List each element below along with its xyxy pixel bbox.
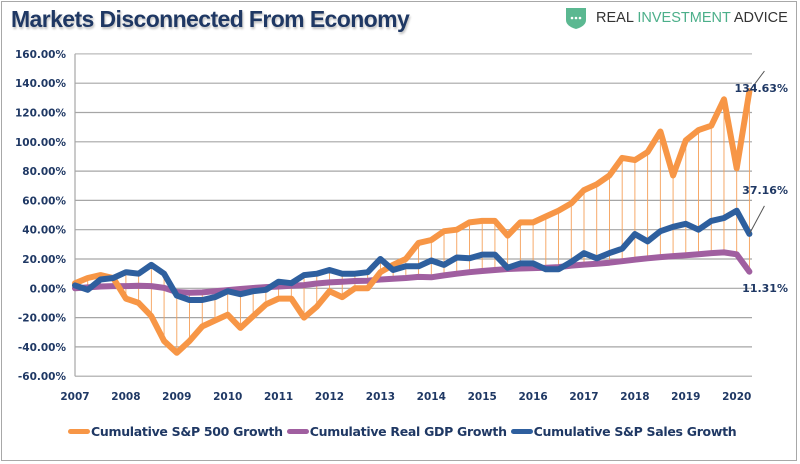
legend-swatch bbox=[68, 429, 90, 434]
x-tick-label: 2015 bbox=[468, 391, 497, 403]
y-tick-label: 20.00% bbox=[22, 254, 66, 266]
y-tick-label: 0.00% bbox=[30, 283, 67, 295]
x-axis-ticks: 2007 2008 2009 2010 2011 2012 2013 2014 2015 2016… bbox=[60, 391, 751, 403]
label-leader-line bbox=[748, 205, 765, 235]
label-leader-line bbox=[749, 70, 765, 92]
x-tick-label: 2020 bbox=[722, 391, 751, 403]
high-low-lines bbox=[74, 91, 750, 353]
end-label-sp500: 134.63% bbox=[735, 82, 788, 95]
x-tick-label: 2011 bbox=[264, 391, 293, 403]
y-tick-label: -40.00% bbox=[18, 342, 67, 354]
y-tick-label: -60.00% bbox=[18, 371, 67, 383]
x-tick-label: 2009 bbox=[162, 391, 191, 403]
x-tick-label: 2016 bbox=[518, 391, 547, 403]
y-tick-label: 160.00% bbox=[15, 49, 67, 61]
series-lines bbox=[72, 88, 753, 356]
y-tick-label: 40.00% bbox=[22, 225, 66, 237]
y-tick-label: 140.00% bbox=[15, 78, 67, 90]
brand-name: REAL INVESTMENT ADVICE bbox=[596, 10, 788, 26]
end-labels: 134.63% 37.16% 11.31% bbox=[735, 70, 788, 295]
y-tick-label: 120.00% bbox=[15, 108, 67, 120]
brand-word-advice: ADVICE bbox=[733, 10, 788, 26]
y-tick-label: 100.00% bbox=[15, 137, 67, 149]
x-tick-label: 2007 bbox=[60, 391, 89, 403]
series-line-gdp bbox=[72, 249, 753, 296]
legend-label: Cumulative Real GDP Growth bbox=[309, 424, 507, 439]
series-line-sales bbox=[72, 207, 753, 303]
legend-label: Cumulative S&P Sales Growth bbox=[533, 424, 737, 439]
legend-label: Cumulative S&P 500 Growth bbox=[91, 424, 283, 439]
x-tick-label: 2017 bbox=[569, 391, 598, 403]
x-tick-label: 2014 bbox=[417, 391, 446, 403]
legend-item-sales: Cumulative S&P Sales Growth bbox=[510, 424, 737, 439]
legend-swatch bbox=[286, 429, 309, 434]
x-tick-label: 2010 bbox=[213, 391, 242, 403]
y-axis-ticks: 160.00% 140.00% 120.00% 100.00% 80.00% 60.00%… bbox=[15, 49, 67, 383]
x-tick-label: 2008 bbox=[111, 391, 140, 403]
brand-logo: REAL INVESTMENT ADVICE bbox=[565, 6, 788, 30]
chart-title: Markets Disconnected From Economy bbox=[11, 6, 410, 32]
gridlines bbox=[74, 53, 752, 377]
x-tick-label: 2019 bbox=[671, 391, 700, 403]
brand-word-investment: INVESTMENT bbox=[637, 10, 731, 26]
shield-chat-icon bbox=[566, 8, 586, 29]
legend-item-sp500: Cumulative S&P 500 Growth bbox=[68, 424, 283, 439]
x-tick-label: 2018 bbox=[620, 391, 649, 403]
end-label-gdp: 11.31% bbox=[742, 282, 788, 295]
end-label-sales: 37.16% bbox=[742, 184, 788, 197]
y-tick-label: 60.00% bbox=[22, 195, 66, 207]
x-tick-label: 2012 bbox=[315, 391, 344, 403]
x-tick-label: 2013 bbox=[366, 391, 395, 403]
y-tick-label: 80.00% bbox=[22, 166, 66, 178]
series-line-sp500 bbox=[72, 88, 753, 356]
brand-word-real: REAL bbox=[596, 10, 634, 26]
legend: Cumulative S&P 500 Growth Cumulative Rea… bbox=[68, 424, 740, 439]
legend-swatch bbox=[510, 429, 533, 434]
legend-item-gdp: Cumulative Real GDP Growth bbox=[286, 424, 507, 439]
y-tick-label: -20.00% bbox=[18, 313, 67, 325]
